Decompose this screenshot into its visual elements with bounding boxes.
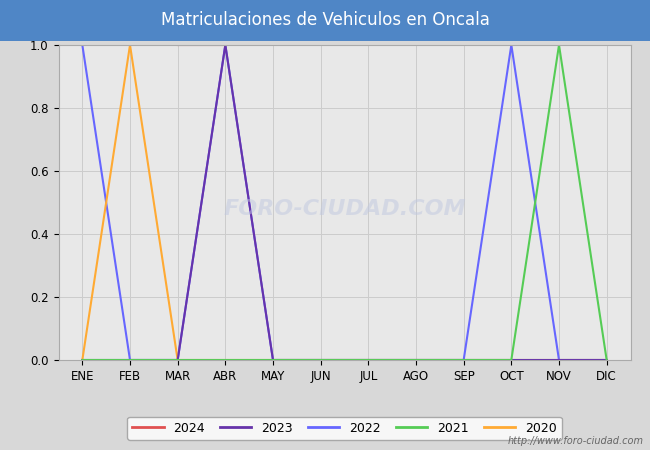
Text: FORO-CIUDAD.COM: FORO-CIUDAD.COM: [223, 199, 466, 219]
Text: Matriculaciones de Vehiculos en Oncala: Matriculaciones de Vehiculos en Oncala: [161, 11, 489, 29]
Text: http://www.foro-ciudad.com: http://www.foro-ciudad.com: [508, 436, 644, 446]
Legend: 2024, 2023, 2022, 2021, 2020: 2024, 2023, 2022, 2021, 2020: [127, 417, 562, 440]
